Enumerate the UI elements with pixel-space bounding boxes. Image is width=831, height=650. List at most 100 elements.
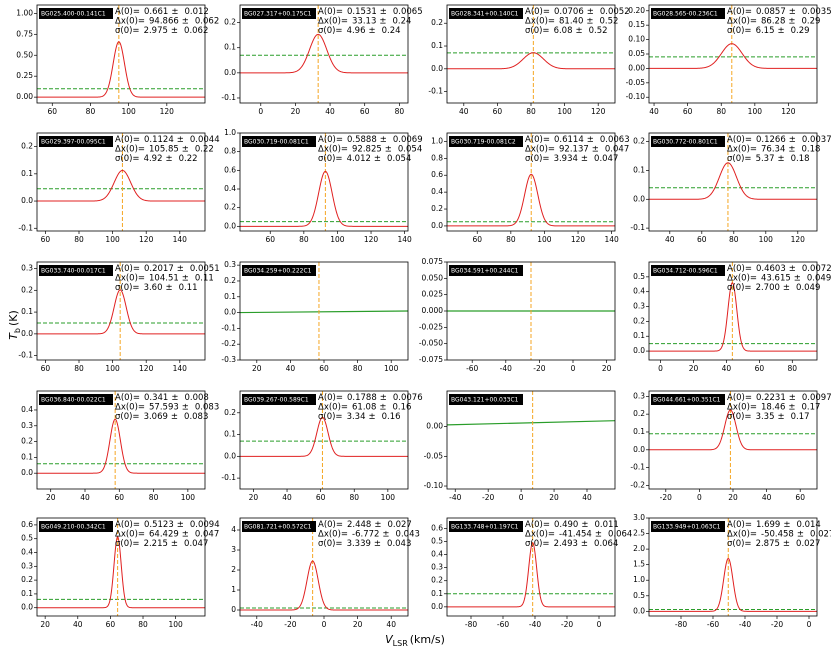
plot-area [447, 518, 615, 616]
plot-area [447, 391, 615, 489]
y-tick-label: 0.6 [224, 165, 236, 174]
x-tick-label: 120 [139, 235, 154, 244]
gaussian-fit [649, 43, 817, 69]
fit-value: 2.975 [144, 26, 168, 36]
panel-frame [446, 132, 616, 232]
x-tick-label: 20 [689, 364, 699, 373]
plot-area [649, 391, 817, 489]
y-tick-label: 4 [231, 525, 236, 534]
y-tick-label: 0.0 [224, 221, 236, 230]
fit-error: 0.012 [184, 7, 208, 17]
x-label-sub: LSR [393, 639, 409, 648]
y-tick-label: 0.025 [422, 290, 444, 299]
fit-name: Δx(0)= [318, 529, 348, 539]
fit-name: Δx(0)= [318, 16, 348, 26]
panel-frame [239, 517, 409, 617]
panel-frame [648, 261, 818, 361]
fit-pm: ± [581, 154, 588, 164]
x-tick-label: 80 [74, 235, 84, 244]
fit-value: 105.85 [149, 144, 179, 154]
fit-value: 0.5888 [347, 135, 377, 145]
fit-parameter: σ(0)= 3.069 ±0.083 [115, 412, 208, 422]
fit-parameter: A(0)= 2.448 ±0.027 [318, 520, 412, 530]
y-tick-label: 0.2 [431, 18, 443, 27]
x-tick-label: 20 [549, 493, 559, 502]
fit-error: 0.0063 [600, 135, 630, 145]
panel-frame [446, 517, 616, 617]
y-tick-label: 0.3 [21, 264, 33, 273]
fit-name: σ(0)= [727, 283, 752, 293]
y-tick-label: 2.0 [633, 544, 645, 553]
y-tick-label: -0.1 [221, 93, 236, 102]
panel: -0.1 0.0 0.1 0.2 0.3 60 80 100 120 140 BG033.740-0… [18, 261, 220, 373]
y-tick-label: 3.0 [633, 513, 645, 522]
y-tick-label: 0.00 [16, 92, 33, 101]
fit-pm: ± [374, 154, 381, 164]
fit-error: 0.027 [796, 539, 820, 549]
fit-error: 0.047 [195, 529, 219, 539]
x-tick-label: -60 [707, 620, 719, 629]
y-tick-label: 0.6 [21, 520, 33, 529]
fit-name: A(0)= [525, 7, 550, 17]
y-tick-label: 0.0 [633, 346, 645, 355]
gaussian-fit [649, 557, 817, 612]
panel: 0.0 0.1 0.2 0.3 0.4 0.5 0 20 40 60 80 BG034.712-00.… [633, 261, 831, 373]
fit-error: 0.29 [801, 16, 820, 26]
fit-value: 64.429 [149, 529, 179, 539]
fit-name: σ(0)= [115, 154, 140, 164]
fit-name: σ(0)= [525, 539, 550, 549]
fit-error: 0.054 [398, 144, 422, 154]
label-box [242, 394, 316, 405]
fit-parameter: Δx(0)= 43.615 ±0.049 [727, 273, 831, 283]
plot-area [447, 5, 615, 103]
fit-parameter: A(0)= 0.2017 ±0.0051 [115, 264, 220, 274]
fit-pm: ± [778, 412, 785, 422]
label-box [242, 136, 316, 147]
y-tick-label: 0.2 [224, 276, 236, 285]
fit-pm: ± [778, 26, 785, 36]
fit-name: σ(0)= [115, 412, 140, 422]
plot-area [37, 5, 205, 103]
fit-name: σ(0)= [318, 539, 343, 549]
y-tick-label: 0.1 [633, 331, 645, 340]
fit-error: 0.0065 [393, 7, 423, 17]
label-box [242, 521, 316, 532]
fit-parameter: A(0)= 0.1266 ±0.0037 [727, 135, 831, 145]
fit-error: 0.064 [608, 529, 632, 539]
fit-value: 61.08 [352, 402, 376, 412]
fit-name: σ(0)= [318, 154, 343, 164]
y-tick-label: 0.75 [16, 29, 33, 38]
panel: 0.0 0.1 0.2 0.3 0.4 0.5 0.6 -80 -60 -40 -20 0 BG133.… [431, 517, 632, 629]
y-tick-label: 0.0 [21, 468, 33, 477]
fit-error: 0.22 [179, 154, 198, 164]
fit-name: A(0)= [115, 393, 140, 403]
panel: -0.10 -0.05 0.00 0.05 0.10 0.15 0.20 40 60 80 100 1… [626, 4, 831, 116]
plot-area [649, 5, 817, 103]
plot-area [37, 133, 205, 231]
fit-value: 2.493 [554, 539, 578, 549]
x-tick-label: 60 [265, 235, 275, 244]
fit-pm: ± [171, 7, 178, 17]
fit-error: 0.083 [195, 402, 219, 412]
x-tick-label: 100 [168, 620, 183, 629]
fit-parameter: σ(0)= 2.700 ±0.049 [727, 283, 820, 293]
fit-pm: ± [182, 529, 189, 539]
fit-value: 33.13 [352, 16, 376, 26]
label-box [449, 394, 523, 405]
x-tick-label: 80 [149, 493, 159, 502]
fit-parameter: σ(0)= 2.975 ±0.062 [115, 26, 208, 36]
fit-value: 0.0857 [756, 7, 786, 17]
fit-name: Δx(0)= [525, 144, 555, 154]
gaussian-fit [37, 289, 205, 335]
y-tick-label: 0.50 [16, 50, 33, 59]
fit-name: σ(0)= [318, 26, 343, 36]
panel: 0.0 0.1 0.2 0.3 0.4 20 40 60 80 100 BG036.840-00.0… [21, 390, 219, 502]
y-tick-label: -0.05 [424, 451, 444, 460]
panel-title: BG030.772-00.801C1 [653, 139, 718, 146]
x-tick-label: -40 [251, 620, 263, 629]
y-tick-label: 0.4 [21, 548, 33, 557]
y-tick-label: 0.2 [21, 285, 33, 294]
fit-parameter: σ(0)= 3.35 ±0.17 [727, 412, 810, 422]
y-tick-label: 2 [231, 565, 236, 574]
fit-name: A(0)= [318, 520, 343, 530]
